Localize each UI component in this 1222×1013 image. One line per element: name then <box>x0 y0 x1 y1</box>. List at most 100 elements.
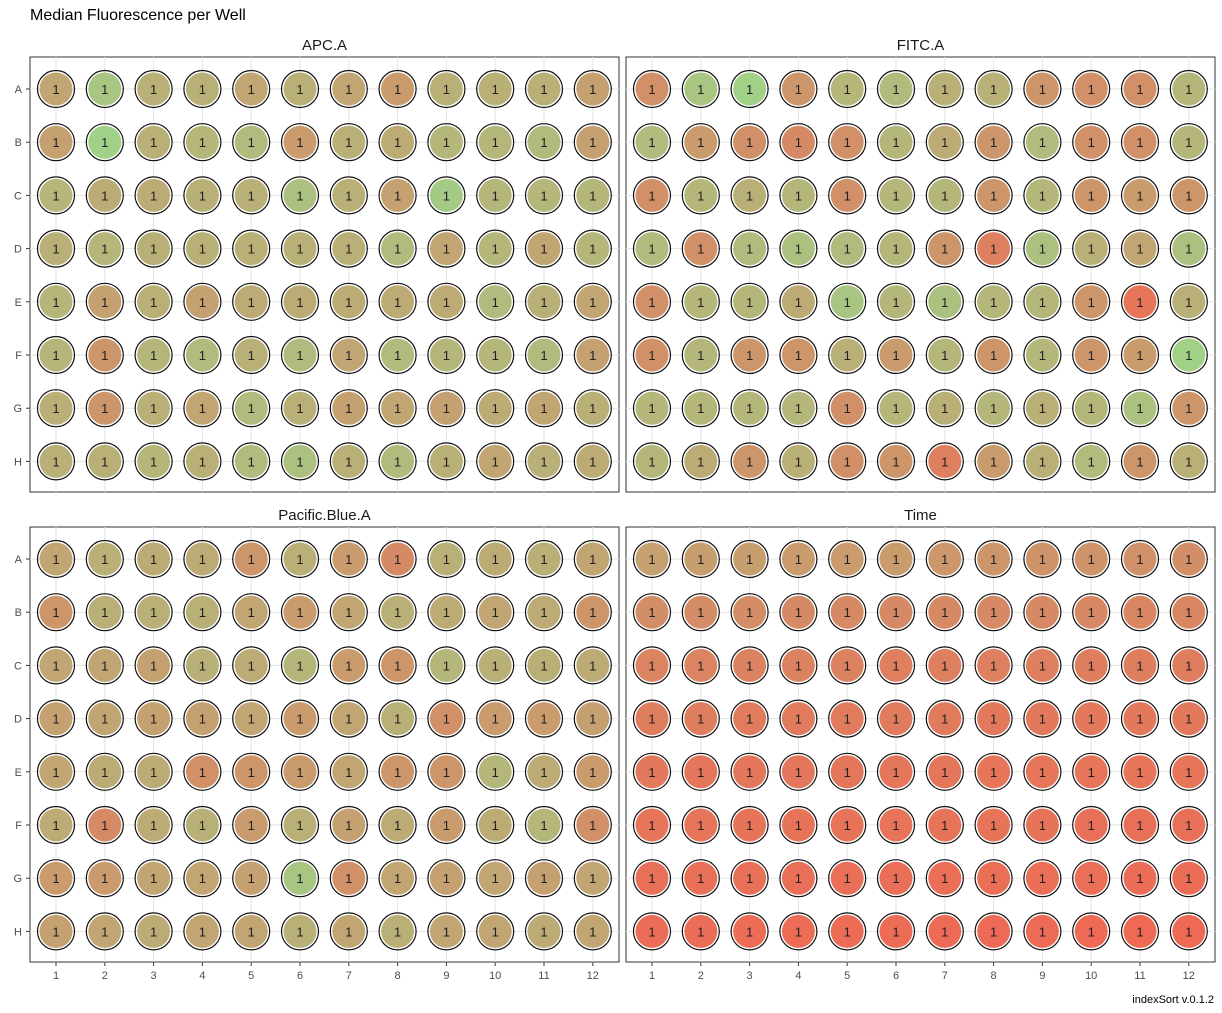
well-A3: 1 <box>730 69 769 109</box>
well-D10: 1 <box>476 229 515 268</box>
well-ring <box>974 282 1013 321</box>
well-fill <box>1074 178 1108 212</box>
well-E9: 1 <box>427 752 466 791</box>
well-ring <box>730 123 769 162</box>
well-label: 1 <box>540 605 547 620</box>
well-label: 1 <box>1088 712 1095 727</box>
well-fill <box>733 542 767 576</box>
well-D10: 1 <box>476 699 515 738</box>
well-B10: 1 <box>476 593 515 632</box>
well-D7: 1 <box>925 699 964 738</box>
well-A5: 1 <box>828 69 867 109</box>
well-label: 1 <box>345 348 352 363</box>
well-label: 1 <box>648 242 655 257</box>
well-fill <box>928 542 962 576</box>
well-fill <box>928 648 962 682</box>
well-label: 1 <box>101 658 108 673</box>
well-A3: 1 <box>134 539 173 579</box>
well-C8: 1 <box>974 646 1013 685</box>
well-ring <box>876 442 916 481</box>
x-tick-label: 5 <box>844 970 850 982</box>
well-ring <box>974 229 1013 268</box>
well-F10: 1 <box>476 805 515 845</box>
y-tick-label: G <box>13 403 22 415</box>
well-ring <box>524 646 564 685</box>
well-fill <box>39 861 73 895</box>
well-ring <box>524 176 564 215</box>
well-G9: 1 <box>1023 859 1062 898</box>
well-fill <box>185 648 219 682</box>
well-H7: 1 <box>925 912 964 951</box>
well-label: 1 <box>540 454 547 469</box>
well-ring <box>1120 335 1160 375</box>
well-fill <box>1025 861 1059 895</box>
well-label: 1 <box>589 924 596 939</box>
well-fill <box>928 808 962 842</box>
well-ring <box>183 859 222 898</box>
well-ring <box>476 176 515 215</box>
well-ring <box>36 912 76 951</box>
well-label: 1 <box>443 135 450 150</box>
well-label: 1 <box>746 871 753 886</box>
well-fill <box>39 755 73 789</box>
well-E1: 1 <box>632 752 672 791</box>
well-D8: 1 <box>378 699 417 738</box>
well-fill <box>1074 72 1108 106</box>
well-label: 1 <box>540 188 547 203</box>
well-ring <box>632 859 672 898</box>
well-fill <box>332 232 366 266</box>
well-label: 1 <box>1136 82 1143 97</box>
well-fill <box>576 648 610 682</box>
well-ring <box>1120 229 1160 268</box>
well-label: 1 <box>248 242 255 257</box>
well-fill <box>137 285 171 319</box>
well-fill <box>635 72 669 106</box>
well-ring <box>280 752 320 791</box>
well-ring <box>1023 442 1062 481</box>
well-label: 1 <box>248 712 255 727</box>
well-G3: 1 <box>134 389 173 428</box>
well-H1: 1 <box>632 442 672 481</box>
well-label: 1 <box>1136 242 1143 257</box>
well-ring <box>329 442 368 481</box>
well-fill <box>1025 444 1059 478</box>
well-fill <box>429 232 463 266</box>
well-ring <box>974 805 1013 845</box>
well-fill <box>635 755 669 789</box>
well-label: 1 <box>941 401 948 416</box>
well-A1: 1 <box>36 539 76 579</box>
well-F9: 1 <box>427 805 466 845</box>
well-label: 1 <box>492 82 499 97</box>
well-label: 1 <box>648 135 655 150</box>
well-label: 1 <box>1039 348 1046 363</box>
well-G7: 1 <box>329 389 368 428</box>
well-ring <box>476 539 515 579</box>
well-label: 1 <box>540 765 547 780</box>
well-fill <box>684 178 718 212</box>
well-fill <box>429 808 463 842</box>
well-C11: 1 <box>524 176 564 215</box>
facet-strip-title: APC.A <box>302 37 347 54</box>
well-ring <box>183 539 222 579</box>
well-ring <box>1120 389 1160 428</box>
well-F11: 1 <box>1120 805 1160 845</box>
well-ring <box>1023 389 1062 428</box>
well-label: 1 <box>1136 871 1143 886</box>
well-fill <box>381 595 415 629</box>
well-fill <box>39 648 73 682</box>
well-fill <box>781 178 815 212</box>
well-ring <box>1120 123 1160 162</box>
well-B2: 1 <box>85 123 124 162</box>
well-ring <box>280 282 320 321</box>
well-ring <box>427 229 466 268</box>
well-G1: 1 <box>632 389 672 428</box>
well-label: 1 <box>1185 605 1192 620</box>
well-label: 1 <box>892 924 899 939</box>
well-ring <box>876 859 916 898</box>
well-ring <box>183 123 222 162</box>
well-D11: 1 <box>524 229 564 268</box>
well-label: 1 <box>150 871 157 886</box>
well-ring <box>232 699 271 738</box>
well-fill <box>1123 444 1157 478</box>
well-label: 1 <box>990 454 997 469</box>
